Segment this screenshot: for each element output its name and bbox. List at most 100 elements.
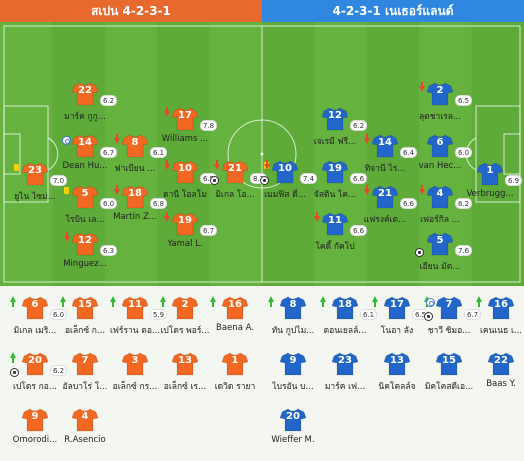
home-team-formation[interactable]: สเปน 4-2-3-1 xyxy=(0,0,262,22)
player-name: ดอนเยลล์... xyxy=(323,326,367,336)
shirt-number: 15 xyxy=(78,299,92,310)
away-bench-player[interactable]: 15 มิคโคสดีเอ... xyxy=(414,352,484,402)
player-rating: 6.3 xyxy=(100,245,118,256)
sub-in-arrow-icon xyxy=(160,296,166,307)
away-player[interactable]: 11 6.6 โคดี้ กัคโป xyxy=(300,212,370,262)
player-name: เคนเนธ เ... xyxy=(479,326,523,336)
home-player[interactable]: 12 6.3 Minguez... xyxy=(50,232,120,282)
away-player[interactable]: 4 6.2 เฟอร์กิล ... xyxy=(405,185,475,235)
shirt-number: 9 xyxy=(31,411,39,422)
shirt-number: 4 xyxy=(81,411,89,422)
home-player[interactable]: 21 8.1 มิเกล โอ... xyxy=(200,160,270,210)
player-name: เฟร์ราน ตอ... xyxy=(109,326,161,336)
away-bench-player[interactable]: 13 นิคโคลล์จ xyxy=(362,352,432,402)
away-bench-player[interactable]: 23 มาร์ค เฟ... xyxy=(310,352,380,402)
player-name: จัสติน ไค... xyxy=(313,190,357,200)
away-player[interactable]: 5 7.6 เอียน มัต... xyxy=(405,232,475,282)
player-name: Martín Z... xyxy=(113,212,157,222)
substitutes-area: 6 6.0 มิเกล เมริ... 15 อเล็กซ์ ก... 11 5.9 เฟร์… xyxy=(0,286,524,461)
pitch-lines xyxy=(0,22,524,286)
player-rating: 6.6 xyxy=(350,173,368,184)
away-bench-player[interactable]: 20 Wieffer M. xyxy=(258,408,328,458)
away-player[interactable]: 14 6.4 ทิจานี ไร... xyxy=(350,134,420,184)
away-bench-player[interactable]: 7 6.7 ชาวี ซิมอ... xyxy=(414,296,484,346)
shirt-icon: 9 xyxy=(280,352,306,376)
sub-out-arrow-icon xyxy=(264,160,270,170)
sub-in-arrow-icon xyxy=(10,296,16,307)
player-name: อเล็กซ์ ก... xyxy=(64,326,106,336)
shirt-icon: 19 xyxy=(172,212,198,236)
away-player[interactable]: 10 7.4 เมมฟิส ดี... xyxy=(250,160,320,210)
home-bench-player[interactable]: 1 เดวิด รายา xyxy=(200,352,270,402)
away-team-formation[interactable]: 4-2-3-1 เนเธอร์แลนด์ xyxy=(262,0,524,22)
player-name: Baena A. xyxy=(216,323,254,333)
shirt-number: 8 xyxy=(131,137,139,148)
shirt-number: 16 xyxy=(228,299,242,310)
player-name: อเล็กซ์ กร... xyxy=(112,382,158,392)
home-player[interactable]: 22 6.2 มาร์ค กูกู... xyxy=(50,82,120,132)
shirt-number: 1 xyxy=(486,165,494,176)
shirt-number: 10 xyxy=(178,163,192,174)
home-bench-player[interactable]: 4 R.Asencio xyxy=(50,408,120,458)
player-name: มาร์ค กูกู... xyxy=(64,112,106,122)
home-bench-player[interactable]: 16 Baena A. xyxy=(200,296,270,346)
shirt-number: 5 xyxy=(81,188,89,199)
home-bench-player[interactable]: 3 อเล็กซ์ กร... xyxy=(100,352,170,402)
shirt-number: 20 xyxy=(28,355,42,366)
shirt-icon: 13 xyxy=(384,352,410,376)
sub-out-arrow-icon xyxy=(364,185,370,195)
home-bench-player[interactable]: 9 Omorodi... xyxy=(0,408,70,458)
player-name: ไบรอัน บ... xyxy=(272,382,314,392)
away-player[interactable]: 21 6.6 แฟรงค์เด... xyxy=(350,185,420,235)
shirt-icon: 2 xyxy=(172,296,198,320)
player-name: Yamal L. xyxy=(167,239,203,249)
away-bench-player[interactable]: 17 6.5 โนอา ลัง xyxy=(362,296,432,346)
shirt-number: 17 xyxy=(178,110,192,121)
player-rating: 6.5 xyxy=(455,95,473,106)
home-player[interactable]: 10 6.5 ดานี โอลโม xyxy=(150,160,220,210)
home-bench-player[interactable]: 15 อเล็กซ์ ก... xyxy=(50,296,120,346)
player-rating: 7.0 xyxy=(50,175,68,186)
shirt-number: 17 xyxy=(390,299,404,310)
away-player[interactable]: 19 6.6 จัสติน ไค... xyxy=(300,160,370,210)
shirt-icon: 18 xyxy=(332,296,358,320)
away-bench-player[interactable]: 9 ไบรอัน บ... xyxy=(258,352,328,402)
away-player[interactable]: 6 6.0 van Hec... xyxy=(405,134,475,184)
home-bench-player[interactable]: 6 6.0 มิเกล เมริ... xyxy=(0,296,70,346)
shirt-number: 11 xyxy=(128,299,142,310)
home-bench-player[interactable]: 20 6.2 เปโดร กอ... xyxy=(0,352,70,402)
sub-out-arrow-icon xyxy=(164,160,170,170)
away-player[interactable]: 2 6.5 ลุตชาเรล... xyxy=(405,82,475,132)
home-player[interactable]: 18 6.8 Martín Z... xyxy=(100,185,170,235)
shirt-number: 22 xyxy=(78,85,92,96)
lineup-header: สเปน 4-2-3-1 4-2-3-1 เนเธอร์แลนด์ xyxy=(0,0,524,22)
home-player[interactable]: 5 6.0 โรบิน เล... xyxy=(50,185,120,235)
shirt-number: 19 xyxy=(328,163,342,174)
yellow-card-icon xyxy=(14,164,19,171)
shirt-icon: 11 xyxy=(122,296,148,320)
home-player[interactable]: 19 6.7 Yamal L. xyxy=(150,212,220,262)
home-player[interactable]: 8 6.1 ฟาเบียน ... xyxy=(100,134,170,184)
away-bench-player[interactable]: 18 6.1 ดอนเยลล์... xyxy=(310,296,380,346)
away-bench-player[interactable]: 22 Baas Y. xyxy=(466,352,524,402)
home-player[interactable]: 14 6.7 Dean Hu... xyxy=(50,134,120,184)
shirt-icon: 1 xyxy=(477,162,503,186)
away-player[interactable]: 1 6.9 Verbrugg... xyxy=(455,162,524,212)
shirt-number: 21 xyxy=(378,188,392,199)
player-rating: 7.4 xyxy=(300,173,318,184)
away-player[interactable]: 12 6.2 เจเรมี ฟรี... xyxy=(300,107,370,157)
shirt-icon: 2 xyxy=(427,82,453,106)
shirt-number: 12 xyxy=(328,110,342,121)
home-player[interactable]: 23 7.0 ยูไน ไซม่... xyxy=(0,162,70,212)
player-rating: 6.6 xyxy=(350,225,368,236)
shirt-icon: 8 xyxy=(122,134,148,158)
home-player[interactable]: 17 7.8 Williams ... xyxy=(150,107,220,157)
home-bench-player[interactable]: 2 เปโดร พอร์... xyxy=(150,296,220,346)
away-bench-player[interactable]: 8 ทัน กูปไม... xyxy=(258,296,328,346)
shirt-number: 12 xyxy=(78,235,92,246)
player-name: เปโดร พอร์... xyxy=(160,326,210,336)
home-bench-player[interactable]: 11 5.9 เฟร์ราน ตอ... xyxy=(100,296,170,346)
home-bench-player[interactable]: 7 อัลบาโร่ โ... xyxy=(50,352,120,402)
home-bench-player[interactable]: 13 อเล็กซ์ เร... xyxy=(150,352,220,402)
away-bench-player[interactable]: 16 เคนเนธ เ... xyxy=(466,296,524,346)
